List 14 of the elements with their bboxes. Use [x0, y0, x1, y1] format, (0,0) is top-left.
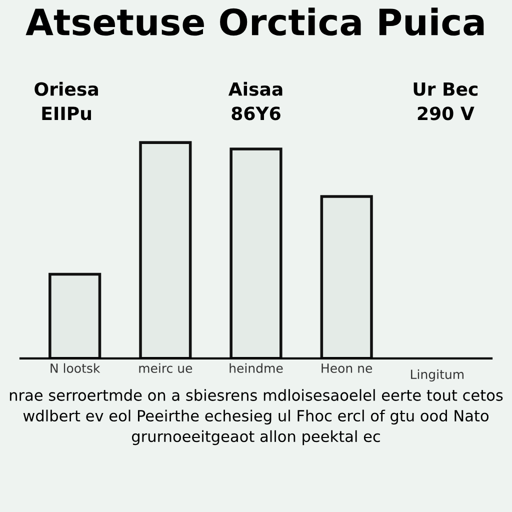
bar — [230, 148, 282, 358]
x-tick-label: meirc ue — [139, 363, 192, 373]
bar — [320, 195, 373, 358]
chart-title: Atsetuse Orctica Puica — [26, 8, 484, 36]
text: Oriesa EIIPu — [34, 82, 98, 120]
bar — [139, 141, 192, 358]
x-tick-label: Heon ne — [322, 364, 372, 373]
text: Aisaa 86Y6 — [228, 82, 282, 120]
text: Ur Bec 290 V — [414, 82, 478, 120]
x-tick-label: heindme — [230, 363, 283, 373]
text: Lingitum — [411, 369, 464, 382]
text: nrae serroertmde on a sbiesrens mdloisesaoelel eerte tout cetos wdlbert ev eol Peeirthe echesieg ul Fhoc ercl of gtu ood Nato grurnoeeitgeaot allon peektal ec — [10, 389, 503, 446]
x-tick-label: N lootsk — [50, 363, 100, 373]
bar — [48, 272, 102, 358]
